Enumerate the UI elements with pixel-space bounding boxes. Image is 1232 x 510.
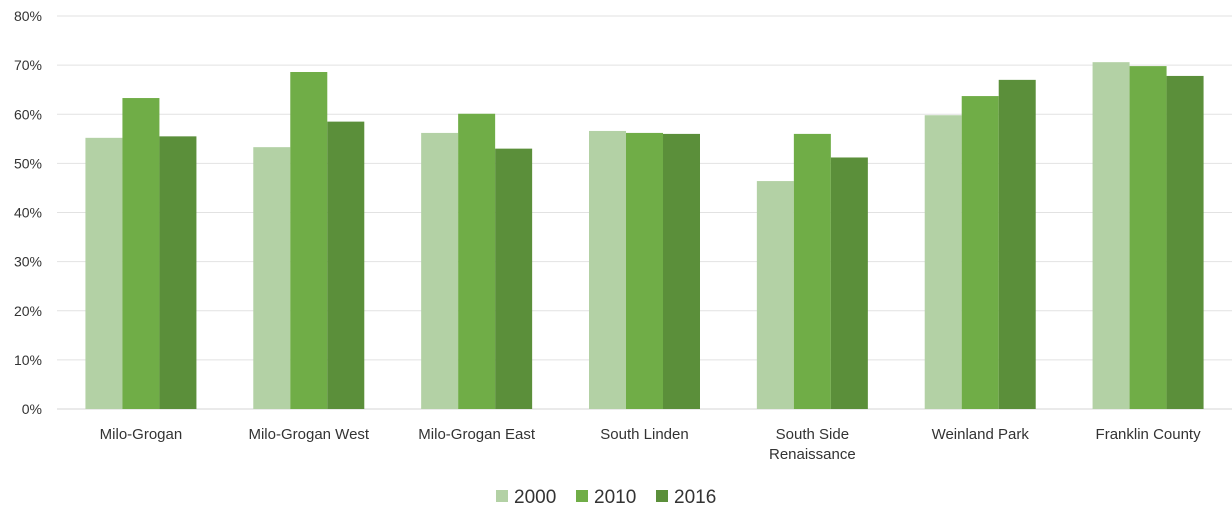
x-category-label: South Linden xyxy=(600,426,688,443)
bar xyxy=(756,181,794,409)
legend-label: 2010 xyxy=(594,487,636,508)
legend-swatch xyxy=(656,490,668,502)
bar xyxy=(589,130,626,409)
bar xyxy=(159,136,197,409)
y-tick-label: 80% xyxy=(14,8,42,24)
bar xyxy=(421,132,459,410)
bar xyxy=(122,98,160,409)
bar xyxy=(793,133,831,409)
legend-swatch xyxy=(496,490,508,502)
bar xyxy=(998,79,1036,410)
y-tick-label: 60% xyxy=(14,106,42,122)
x-category-label: Milo-Grogan West xyxy=(248,426,369,443)
bar xyxy=(663,133,700,409)
bar xyxy=(1166,75,1204,410)
x-category-label: South Side xyxy=(776,426,849,443)
x-category-label: Milo-Grogan xyxy=(100,426,183,443)
x-category-label: Milo-Grogan East xyxy=(418,426,536,443)
y-tick-label: 0% xyxy=(22,401,42,417)
bar xyxy=(458,113,496,409)
bar xyxy=(626,132,663,410)
y-axis: 0% 10% 20% 30% 40% 50% 60% 70% 80% xyxy=(14,8,42,417)
bar xyxy=(830,157,868,409)
bar xyxy=(1129,66,1167,410)
bar xyxy=(253,147,291,409)
bars xyxy=(85,62,1204,410)
x-category-label: Renaissance xyxy=(769,446,856,463)
y-tick-label: 10% xyxy=(14,352,42,368)
bar xyxy=(290,72,328,409)
y-tick-label: 20% xyxy=(14,303,42,319)
bar xyxy=(1092,62,1130,410)
y-tick-label: 30% xyxy=(14,254,42,270)
legend: 2000 2010 2016 xyxy=(496,487,716,508)
x-category-label: Franklin County xyxy=(1096,426,1202,443)
y-tick-label: 50% xyxy=(14,155,42,171)
y-tick-label: 70% xyxy=(14,57,42,73)
legend-label: 2000 xyxy=(514,487,556,508)
bar xyxy=(85,137,123,409)
legend-swatch xyxy=(576,490,588,502)
bar xyxy=(924,115,962,410)
legend-label: 2016 xyxy=(674,487,716,508)
bar xyxy=(495,148,533,409)
bar xyxy=(961,96,999,409)
x-axis: Milo-Grogan Milo-Grogan West Milo-Grogan E… xyxy=(100,426,1201,463)
y-tick-label: 40% xyxy=(14,205,42,221)
x-category-label: Weinland Park xyxy=(932,426,1030,443)
bar xyxy=(327,121,365,410)
